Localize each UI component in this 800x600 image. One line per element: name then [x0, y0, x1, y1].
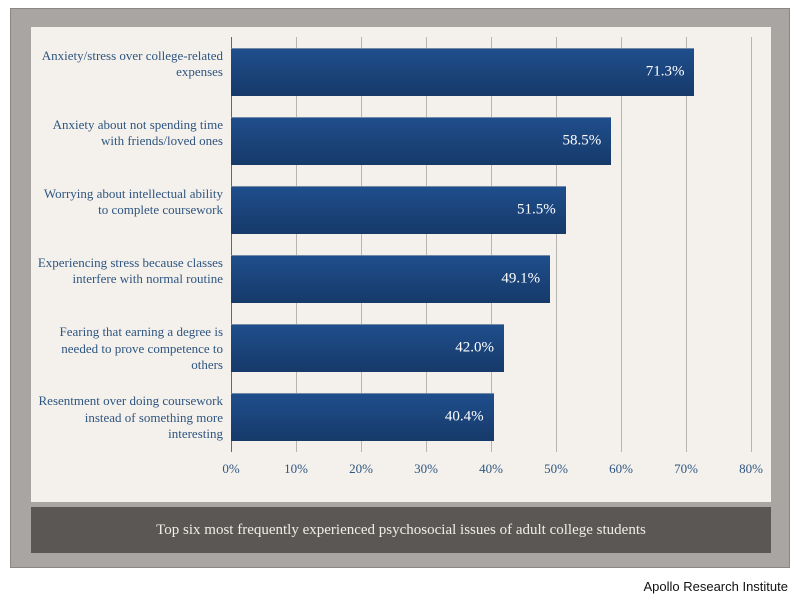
- bar: 58.5%: [231, 117, 611, 165]
- bar-value-label: 71.3%: [646, 63, 685, 80]
- x-tick-label: 50%: [544, 461, 568, 477]
- category-label: Resentment over doing coursework instead…: [33, 393, 223, 442]
- x-tick-label: 60%: [609, 461, 633, 477]
- category-label: Anxiety about not spending time with fri…: [33, 117, 223, 150]
- x-tick-label: 70%: [674, 461, 698, 477]
- caption-band: Top six most frequently experienced psyc…: [31, 507, 771, 553]
- bar-row: 49.1%: [231, 251, 751, 308]
- category-label: Anxiety/stress over college-related expe…: [33, 48, 223, 81]
- x-tick-label: 20%: [349, 461, 373, 477]
- chart-region: 0%10%20%30%40%50%60%70%80%71.3%Anxiety/s…: [231, 37, 751, 477]
- bar-row: 40.4%: [231, 389, 751, 446]
- bar-value-label: 49.1%: [501, 271, 540, 288]
- bar: 51.5%: [231, 186, 566, 234]
- source-attribution: Apollo Research Institute: [643, 579, 788, 594]
- x-tick-label: 40%: [479, 461, 503, 477]
- x-tick-label: 0%: [222, 461, 239, 477]
- category-label: Worrying about intellectual ability to c…: [33, 186, 223, 219]
- bar-row: 42.0%: [231, 320, 751, 377]
- bar: 40.4%: [231, 393, 494, 441]
- bar-value-label: 40.4%: [445, 409, 484, 426]
- bar-row: 51.5%: [231, 181, 751, 238]
- category-label: Experiencing stress because classes inte…: [33, 255, 223, 288]
- gridline: [751, 37, 752, 452]
- bar: 71.3%: [231, 48, 694, 96]
- bar-value-label: 42.0%: [455, 340, 494, 357]
- x-tick-label: 80%: [739, 461, 763, 477]
- bar: 49.1%: [231, 255, 550, 303]
- figure-frame: 0% 10% 20% 30% 40% 50% 60% 70% 80% 71.3% Anxiety/s…: [10, 8, 790, 568]
- plot-area: 0% 10% 20% 30% 40% 50% 60% 70% 80% 71.3% Anxiety/s…: [31, 27, 771, 502]
- bar-row: 71.3%: [231, 43, 751, 100]
- bar: 42.0%: [231, 324, 504, 372]
- x-tick-label: 10%: [284, 461, 308, 477]
- caption-text: Top six most frequently experienced psyc…: [156, 522, 646, 539]
- category-label: Fearing that earning a degree is needed …: [33, 324, 223, 373]
- bar-value-label: 58.5%: [563, 132, 602, 149]
- x-tick-label: 30%: [414, 461, 438, 477]
- bar-row: 58.5%: [231, 112, 751, 169]
- bar-value-label: 51.5%: [517, 201, 556, 218]
